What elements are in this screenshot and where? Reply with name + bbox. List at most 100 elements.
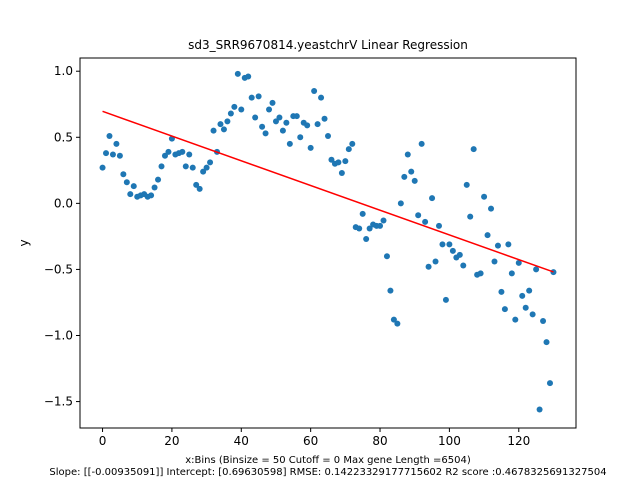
data-point (422, 218, 429, 225)
data-point (283, 119, 290, 126)
x-tick-label: 40 (234, 434, 249, 448)
data-points (99, 70, 557, 413)
data-point (425, 263, 432, 270)
data-point (293, 113, 300, 120)
data-point (99, 164, 106, 171)
data-point (345, 146, 352, 153)
data-point (394, 320, 401, 327)
plot-frame (79, 57, 577, 429)
data-point (349, 140, 356, 147)
data-point (123, 179, 130, 186)
data-point (165, 148, 172, 155)
data-point (342, 158, 349, 165)
data-point (501, 306, 508, 313)
data-point (377, 222, 384, 229)
data-point (224, 118, 231, 125)
data-point (227, 110, 234, 117)
data-point (328, 156, 335, 163)
data-point (477, 270, 484, 277)
data-point (210, 127, 217, 134)
data-point (151, 184, 158, 191)
data-point (498, 288, 505, 295)
data-point (311, 88, 318, 95)
y-tick-label: −1.0 (44, 329, 73, 343)
data-point (272, 118, 279, 125)
data-point (449, 247, 456, 254)
data-point (335, 159, 342, 166)
data-point (456, 251, 463, 258)
data-point (508, 270, 515, 277)
data-point (442, 296, 449, 303)
data-point (189, 164, 196, 171)
data-point (522, 304, 529, 311)
data-point (148, 192, 155, 199)
data-point (321, 115, 328, 122)
data-point (484, 232, 491, 239)
data-point (529, 311, 536, 318)
data-point (155, 176, 162, 183)
x-tick-label: 100 (438, 434, 461, 448)
data-point (491, 258, 498, 265)
data-point (220, 126, 227, 133)
data-point (467, 213, 474, 220)
data-point (543, 339, 550, 346)
data-point (494, 242, 501, 249)
x-tick-label: 20 (164, 434, 179, 448)
data-point (279, 127, 286, 134)
data-point (179, 148, 186, 155)
data-point (359, 210, 366, 217)
y-tick-label: 1.0 (54, 64, 73, 78)
data-point (318, 94, 325, 101)
data-point (276, 114, 283, 121)
data-point (397, 200, 404, 207)
data-point (404, 151, 411, 158)
data-point (512, 316, 519, 323)
data-point (307, 144, 314, 151)
data-point (255, 93, 262, 100)
data-point (540, 317, 547, 324)
data-point (446, 241, 453, 248)
data-point (286, 140, 293, 147)
data-point (481, 193, 488, 200)
data-point (158, 163, 165, 170)
y-tick-label: −0.5 (44, 262, 73, 276)
data-point (533, 266, 540, 273)
data-point (252, 114, 259, 121)
data-point (550, 269, 557, 276)
data-point (196, 185, 203, 192)
data-point (505, 241, 512, 248)
data-point (519, 292, 526, 299)
data-point (401, 173, 408, 180)
x-tick-label: 80 (372, 434, 387, 448)
x-tick-label: 0 (99, 434, 107, 448)
data-point (231, 103, 238, 110)
data-point (363, 236, 370, 243)
y-axis: −1.5 −1.0 −0.5 0.0 0.5 1.0 (44, 64, 80, 409)
data-point (432, 258, 439, 265)
data-point (429, 195, 436, 202)
data-point (366, 225, 373, 232)
data-point (193, 181, 200, 188)
data-point (546, 380, 553, 387)
data-point (127, 191, 134, 198)
data-point (408, 168, 415, 175)
data-point (515, 259, 522, 266)
x-tick-label: 120 (507, 434, 530, 448)
x-tick-label: 60 (303, 434, 318, 448)
data-point (182, 163, 189, 170)
data-point (470, 146, 477, 153)
data-point (120, 171, 127, 178)
data-point (536, 406, 543, 413)
data-point (262, 130, 269, 137)
y-tick-label: 0.0 (54, 196, 73, 210)
data-point (186, 151, 193, 158)
data-point (383, 253, 390, 260)
data-point (203, 164, 210, 171)
data-point (113, 140, 120, 147)
data-point (103, 150, 110, 157)
data-point (390, 316, 397, 323)
data-point (248, 94, 255, 101)
data-point (526, 287, 533, 294)
data-point (460, 262, 467, 269)
